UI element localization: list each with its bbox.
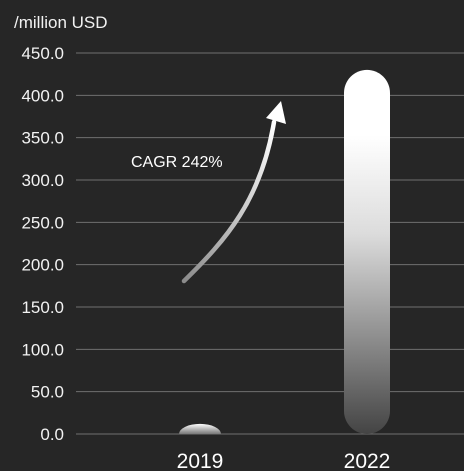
cagr-annotation: CAGR 242% <box>131 101 286 284</box>
cagr-arrow-shaft <box>181 119 277 284</box>
tick-labels: 0.0 50.0 100.0 150.0 200.0 250.0 300.0 350.0 400… <box>21 44 64 444</box>
x-category-label: 2022 <box>344 450 391 471</box>
bar-2022 <box>344 69 390 434</box>
category-labels: 2019 2022 <box>177 450 391 471</box>
y-tick-label: 450.0 <box>21 44 64 63</box>
bar-layer <box>179 69 390 434</box>
y-tick-label: 50.0 <box>31 383 64 402</box>
y-tick-label: 100.0 <box>21 340 64 359</box>
bar-2019 <box>179 423 221 434</box>
grid-layer <box>76 52 464 435</box>
x-category-label: 2019 <box>177 450 224 471</box>
y-tick-label: 150.0 <box>21 298 64 317</box>
y-tick-label: 200.0 <box>21 256 64 275</box>
cagr-label: CAGR 242% <box>131 154 223 171</box>
y-tick-label: 350.0 <box>21 129 64 148</box>
y-tick-label: 300.0 <box>21 171 64 190</box>
y-tick-label: 0.0 <box>40 425 64 444</box>
y-tick-label: 250.0 <box>21 213 64 232</box>
unit-label: /million USD <box>14 13 108 32</box>
cagr-arrow-head <box>266 101 286 124</box>
y-tick-label: 400.0 <box>21 86 64 105</box>
